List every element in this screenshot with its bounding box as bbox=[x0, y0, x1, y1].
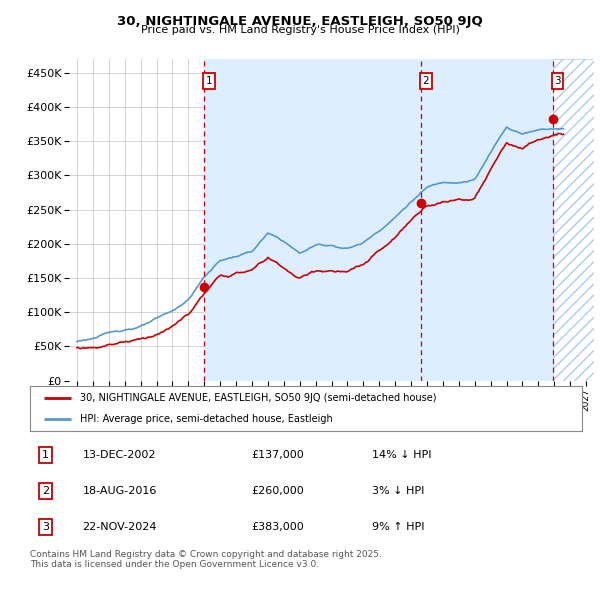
Text: 30, NIGHTINGALE AVENUE, EASTLEIGH, SO50 9JQ (semi-detached house): 30, NIGHTINGALE AVENUE, EASTLEIGH, SO50 … bbox=[80, 394, 436, 404]
Text: £383,000: £383,000 bbox=[251, 522, 304, 532]
Bar bbox=[204, 59, 553, 381]
Text: 9% ↑ HPI: 9% ↑ HPI bbox=[372, 522, 425, 532]
Text: 18-AUG-2016: 18-AUG-2016 bbox=[82, 486, 157, 496]
Bar bbox=[553, 59, 594, 381]
Text: £137,000: £137,000 bbox=[251, 450, 304, 460]
Text: Contains HM Land Registry data © Crown copyright and database right 2025.
This d: Contains HM Land Registry data © Crown c… bbox=[30, 550, 382, 569]
Text: 14% ↓ HPI: 14% ↓ HPI bbox=[372, 450, 432, 460]
Text: Price paid vs. HM Land Registry's House Price Index (HPI): Price paid vs. HM Land Registry's House … bbox=[140, 25, 460, 35]
Text: 2: 2 bbox=[422, 76, 429, 86]
Text: HPI: Average price, semi-detached house, Eastleigh: HPI: Average price, semi-detached house,… bbox=[80, 414, 332, 424]
Text: 3% ↓ HPI: 3% ↓ HPI bbox=[372, 486, 425, 496]
Text: 1: 1 bbox=[205, 76, 212, 86]
Text: 3: 3 bbox=[554, 76, 561, 86]
Text: 30, NIGHTINGALE AVENUE, EASTLEIGH, SO50 9JQ: 30, NIGHTINGALE AVENUE, EASTLEIGH, SO50 … bbox=[117, 15, 483, 28]
Bar bbox=[553, 59, 594, 381]
Text: 1: 1 bbox=[42, 450, 49, 460]
Text: 2: 2 bbox=[42, 486, 49, 496]
Text: 13-DEC-2002: 13-DEC-2002 bbox=[82, 450, 156, 460]
Text: £260,000: £260,000 bbox=[251, 486, 304, 496]
Text: 3: 3 bbox=[42, 522, 49, 532]
Text: 22-NOV-2024: 22-NOV-2024 bbox=[82, 522, 157, 532]
